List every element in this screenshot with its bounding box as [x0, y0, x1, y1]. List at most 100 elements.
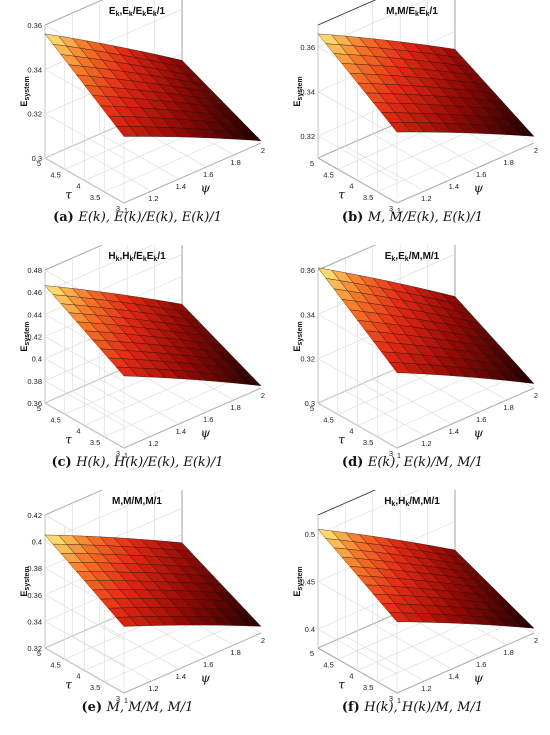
x-tick-label: 1.6 — [476, 415, 486, 424]
z-axis-label: Esystem — [292, 321, 304, 351]
y-tick-label: 3 — [116, 204, 120, 213]
figure-caption: (c) H(k), H(k)/E(k), E(k)/1 — [0, 455, 275, 470]
x-tick-label: 1.4 — [449, 672, 459, 681]
surface-plot: 0.36 0.38 0.4 0.42 0.44 0.46 0.48 1 1.2 1.4 1.6 1.8… — [19, 245, 265, 460]
y-tick-label: 4 — [76, 182, 80, 191]
x-tick-label: 1.6 — [476, 170, 486, 179]
surface-mesh — [317, 529, 535, 629]
chart-title: M,M/M,M/1 — [112, 496, 162, 507]
chart-panel-b: 0.32 0.34 0.36 1 1.2 1.4 1.6 1.8 2 3 3.5 4 4.5 5 ψ τ Esy… — [275, 0, 550, 245]
caption-label: (d) — [341, 455, 368, 470]
z-tick-label: 0.36 — [27, 21, 42, 30]
caption-text: H(k), H(k)/E(k), E(k)/1 — [76, 455, 224, 470]
y-axis-label: τ — [338, 432, 345, 446]
x-tick-label: 2 — [534, 636, 538, 645]
z-tick-label: 0.32 — [300, 132, 315, 141]
caption-text: E(k), E(k)/E(k), E(k)/1 — [78, 210, 222, 225]
x-tick-label: 1.2 — [421, 194, 431, 203]
surface-patch — [317, 529, 341, 541]
x-tick-label: 1.2 — [148, 439, 158, 448]
figure-caption: (e) M, M/M, M/1 — [0, 700, 275, 715]
y-axis-label: τ — [338, 187, 345, 201]
surface-mesh — [44, 285, 262, 387]
y-axis-label: τ — [65, 677, 72, 691]
surface-plot: 0.3 0.32 0.34 0.36 1 1.2 1.4 1.6 1.8 2 3 3.5 4 4.5 5 ψ τ… — [292, 245, 538, 460]
surface-mesh — [317, 33, 535, 137]
z-tick-label: 0.38 — [27, 564, 42, 573]
x-tick-label: 1 — [124, 696, 128, 705]
x-tick-label: 1.2 — [148, 194, 158, 203]
y-tick-label: 5 — [37, 159, 41, 168]
x-tick-label: 1.4 — [449, 427, 459, 436]
x-axis-label: ψ — [201, 181, 211, 195]
z-tick-label: 0.32 — [300, 355, 315, 364]
y-tick-label: 5 — [37, 649, 41, 658]
chart-panel-c: 0.36 0.38 0.4 0.42 0.44 0.46 0.48 1 1.2 1.4 1.6 1.8… — [0, 245, 275, 490]
surface-patch — [44, 285, 68, 297]
x-tick-label: 1.8 — [503, 648, 513, 657]
y-tick-label: 5 — [37, 404, 41, 413]
z-tick-label: 0.34 — [27, 65, 42, 74]
x-tick-label: 1.8 — [230, 158, 240, 167]
y-tick-label: 3.5 — [90, 683, 100, 692]
z-tick-label: 0.34 — [27, 617, 42, 626]
z-tick-label: 0.4 — [32, 538, 42, 547]
z-tick-label: 0.36 — [27, 591, 42, 600]
y-tick-label: 3 — [389, 694, 393, 703]
x-tick-label: 2 — [534, 391, 538, 400]
z-tick-label: 0.45 — [300, 578, 315, 587]
surface-plot: 0.32 0.34 0.36 1 1.2 1.4 1.6 1.8 2 3 3.5 4 4.5 5 ψ τ Esy… — [292, 0, 538, 215]
caption-text: M, M/E(k), E(k)/1 — [367, 210, 484, 225]
caption-label: (b) — [341, 210, 368, 225]
chart-title: Hk,Hk/EkEk/1 — [108, 251, 166, 263]
z-tick-label: 0.36 — [300, 266, 315, 275]
z-tick-label: 0.36 — [27, 399, 42, 408]
z-tick-label: 0.5 — [305, 530, 315, 539]
z-tick-label: 0.32 — [27, 110, 42, 119]
y-tick-label: 4.5 — [50, 660, 60, 669]
caption-label: (e) — [81, 700, 107, 715]
y-tick-label: 3 — [389, 204, 393, 213]
y-axis-label: τ — [65, 187, 72, 201]
x-tick-label: 1 — [124, 206, 128, 215]
x-tick-label: 1.2 — [421, 684, 431, 693]
z-tick-label: 0.4 — [32, 355, 42, 364]
y-tick-label: 4.5 — [323, 660, 333, 669]
surface-mesh — [317, 267, 535, 384]
x-tick-label: 1.6 — [203, 660, 213, 669]
caption-label: (c) — [51, 455, 77, 470]
surface-plot: 0.3 0.32 0.34 0.36 1 1.2 1.4 1.6 1.8 2 3 3.5 4 4.5 5 ψ τ… — [19, 0, 265, 215]
y-tick-label: 3.5 — [363, 683, 373, 692]
z-tick-label: 0.34 — [300, 310, 315, 319]
z-axis-label: Esystem — [19, 321, 31, 351]
x-tick-label: 1.4 — [176, 182, 186, 191]
y-tick-label: 4.5 — [50, 170, 60, 179]
surface-plot: 0.4 0.45 0.5 1 1.2 1.4 1.6 1.8 2 3 3.5 4 4.5 5 ψ τ Esyst… — [292, 490, 538, 705]
z-tick-label: 0.34 — [300, 88, 315, 97]
caption-text: E(k), E(k)/M, M/1 — [367, 455, 484, 470]
chart-panel-a: 0.3 0.32 0.34 0.36 1 1.2 1.4 1.6 1.8 2 3 3.5 4 4.5 5 ψ τ… — [0, 0, 275, 245]
x-tick-label: 1.4 — [176, 672, 186, 681]
y-tick-label: 3.5 — [90, 438, 100, 447]
x-tick-label: 1.4 — [449, 182, 459, 191]
surface-mesh — [44, 534, 262, 627]
z-axis-label: Esystem — [19, 76, 31, 106]
caption-text: H(k), H(k)/M, M/1 — [364, 700, 484, 715]
y-tick-label: 4.5 — [323, 170, 333, 179]
z-tick-label: 0.38 — [27, 377, 42, 386]
z-tick-label: 0.32 — [27, 644, 42, 653]
x-tick-label: 1.8 — [503, 158, 513, 167]
x-tick-label: 1 — [397, 696, 401, 705]
x-axis-label: ψ — [474, 426, 484, 440]
y-tick-label: 4 — [76, 672, 80, 681]
surface-plot: 0.32 0.34 0.36 0.38 0.4 0.42 1 1.2 1.4 1.6 1.8 2 3 3.… — [19, 490, 265, 705]
y-tick-label: 5 — [310, 404, 314, 413]
chart-title: Ek,Ek/M,M/1 — [385, 251, 440, 263]
caption-label: (a) — [53, 210, 79, 225]
y-tick-label: 3.5 — [90, 193, 100, 202]
surface-patch — [44, 33, 68, 47]
z-tick-label: 0.36 — [300, 43, 315, 52]
y-axis-label: τ — [65, 432, 72, 446]
y-tick-label: 4.5 — [323, 415, 333, 424]
y-tick-label: 4.5 — [50, 415, 60, 424]
